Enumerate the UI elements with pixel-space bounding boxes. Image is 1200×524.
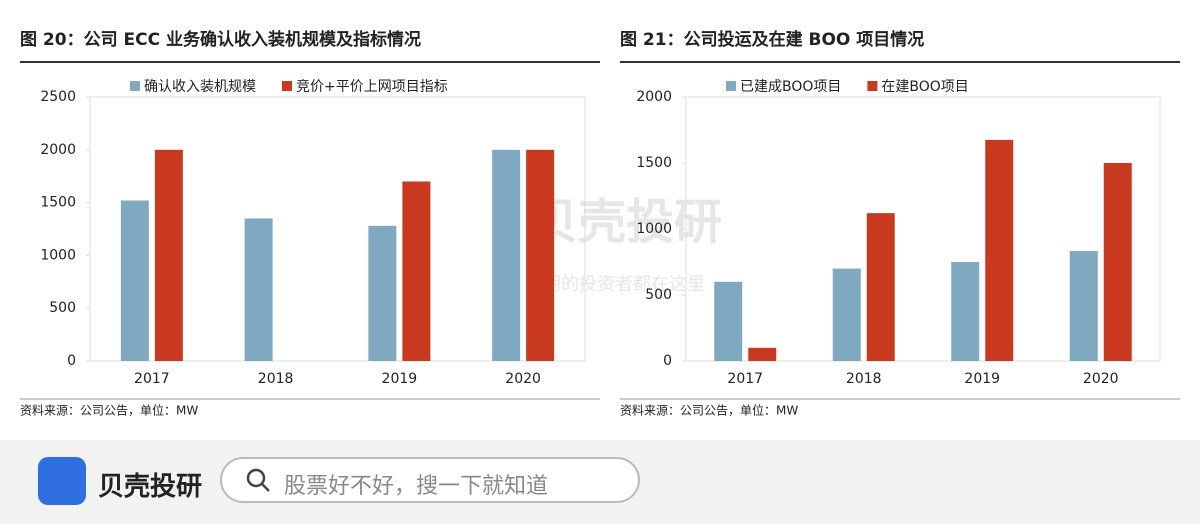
bar	[368, 225, 397, 361]
y-tick-label: 2000	[40, 142, 76, 158]
bar	[866, 213, 895, 361]
bar	[1069, 251, 1098, 361]
watermark-slogan: 聪明的投资者都在这里	[525, 274, 705, 295]
charts: 贝壳投研 聪明的投资者都在这里 图 20：公司 ECC 业务确认收入装机规模及指…	[20, 29, 1180, 418]
y-tick-label: 1500	[40, 195, 76, 211]
bar	[1103, 163, 1132, 361]
y-tick-label: 1000	[40, 247, 76, 263]
bar	[748, 347, 777, 361]
x-tick-label: 2020	[1083, 371, 1119, 387]
bar	[951, 262, 980, 361]
y-tick-label: 500	[49, 300, 76, 316]
watermark-brand: 贝壳投研	[530, 194, 722, 250]
source: 资料来源：公司公告，单位：MW	[620, 403, 798, 418]
x-tick-label: 2017	[134, 371, 170, 387]
search-placeholder: 股票好不好，搜一下就知道	[284, 474, 549, 499]
x-tick-label: 2017	[727, 371, 763, 387]
bar	[526, 149, 555, 361]
legend-swatch	[726, 81, 736, 91]
bar	[832, 268, 861, 361]
y-tick-label: 1500	[636, 155, 672, 171]
x-tick-label: 2019	[964, 371, 1000, 387]
source: 资料来源：公司公告，单位：MW	[20, 403, 198, 418]
legend-label: 已建成BOO项目	[740, 79, 841, 95]
chart-title: 图 20：公司 ECC 业务确认收入装机规模及指标情况	[20, 29, 421, 50]
legend-label: 确认收入装机规模	[144, 79, 256, 95]
legend-swatch	[282, 81, 292, 91]
y-tick-label: 500	[645, 287, 672, 303]
search-icon	[246, 468, 270, 492]
logo[interactable]	[38, 457, 86, 505]
legend-swatch	[867, 81, 878, 91]
y-tick-label: 0	[67, 353, 76, 369]
y-tick-label: 1000	[636, 221, 672, 237]
x-tick-label: 2020	[505, 371, 541, 387]
chart-title: 图 21：公司投运及在建 BOO 项目情况	[620, 29, 924, 50]
footer: 贝壳投研 股票好不好，搜一下就知道	[0, 440, 1200, 524]
legend-label: 在建BOO项目	[881, 79, 968, 95]
bar	[402, 181, 431, 361]
x-tick-label: 2018	[846, 371, 882, 387]
legend-label: 竞价+平价上网项目指标	[296, 78, 448, 95]
y-tick-label: 0	[663, 353, 672, 369]
search-box[interactable]: 股票好不好，搜一下就知道	[220, 457, 640, 503]
bar	[714, 281, 743, 361]
plot-frame	[89, 96, 586, 362]
bar	[120, 200, 149, 361]
x-tick-label: 2019	[382, 371, 418, 387]
y-tick-label: 2500	[40, 89, 76, 105]
bar	[985, 139, 1014, 361]
bar	[154, 149, 183, 361]
x-tick-label: 2018	[258, 371, 294, 387]
bar	[492, 149, 521, 361]
y-tick-label: 2000	[636, 89, 672, 105]
footer-brand: 贝壳投研	[98, 472, 203, 502]
bar	[244, 218, 273, 361]
legend-swatch	[130, 81, 140, 91]
